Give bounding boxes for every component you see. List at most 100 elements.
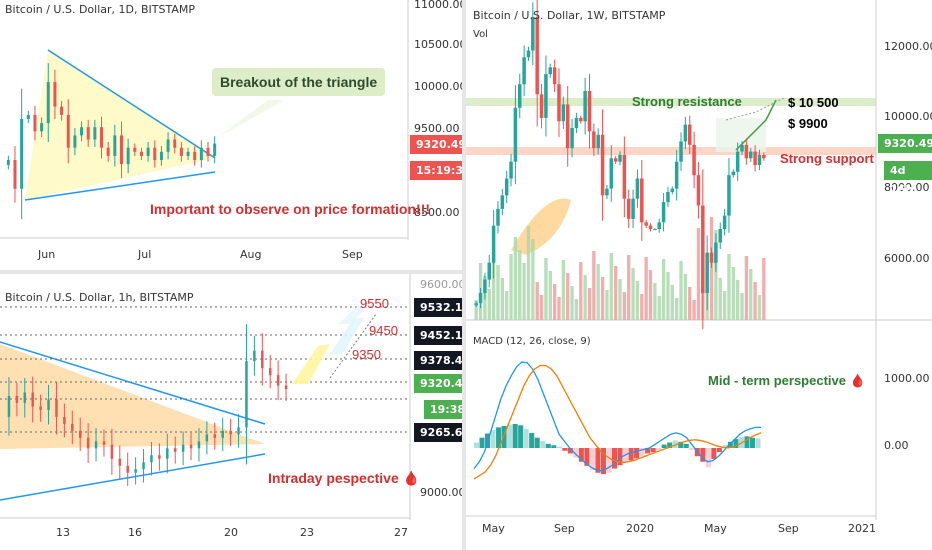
x-tick: Jun — [38, 248, 56, 261]
weekly-candle — [718, 229, 722, 243]
weekly-candle — [731, 171, 736, 176]
weekly-candle — [592, 131, 596, 149]
volume-bar — [744, 256, 749, 320]
resistance-label: Strong resistance — [632, 94, 742, 109]
weekly-candle — [557, 84, 561, 122]
y-tick: 10000.00 — [414, 80, 462, 93]
weekly-chart-panel[interactable]: Bitcoin / U.S. Dollar, 1W, BITSTAMP Vol … — [466, 0, 932, 550]
hourly-candle — [284, 385, 288, 390]
hourly-candle — [94, 441, 98, 449]
macd-histogram-bar — [479, 437, 485, 448]
target-1-label: $ 10 500 — [788, 95, 839, 110]
daily-candle — [206, 147, 210, 156]
weekly-candle — [683, 124, 688, 142]
volume-bar — [613, 266, 618, 320]
hourly-chart-svg[interactable] — [0, 274, 462, 550]
weekly-candle — [648, 225, 653, 230]
daily-candle — [53, 82, 57, 107]
daily-candle — [213, 143, 217, 156]
weekly-candle — [509, 161, 513, 179]
volume-bar — [740, 293, 744, 320]
daily-candle — [126, 147, 130, 165]
volume-bar — [762, 258, 766, 320]
macd-histogram-bar — [716, 448, 722, 453]
volume-bar — [592, 251, 596, 320]
weekly-candle — [744, 144, 749, 159]
volume-bar — [753, 282, 757, 320]
weekly-candle — [692, 144, 696, 176]
weekly-candle — [474, 303, 478, 306]
daily-candle — [33, 114, 37, 132]
macd-histogram-bar — [661, 444, 667, 448]
macd-histogram-bar — [501, 426, 507, 448]
volume-bar — [513, 237, 518, 320]
macd-histogram-bar — [689, 448, 695, 451]
weekly-candle — [583, 90, 587, 122]
macd-histogram-bar — [595, 448, 601, 473]
daily-chart-panel[interactable]: Bitcoin / U.S. Dollar, 1D, BITSTAMP 1100… — [0, 0, 462, 270]
weekly-candle — [531, 16, 535, 51]
hourly-candle — [86, 437, 90, 449]
volume-bar — [574, 299, 579, 320]
daily-candle — [106, 147, 110, 156]
macd-histogram-bar — [667, 442, 673, 448]
volume-bar — [496, 265, 500, 320]
volume-bar — [727, 254, 731, 320]
hourly-candle — [102, 441, 106, 445]
volume-bar — [544, 258, 548, 320]
weekly-chart-svg[interactable] — [466, 0, 932, 550]
triangle-lower-line — [24, 171, 216, 201]
weekly-candle — [526, 50, 531, 58]
macd-histogram-bar — [474, 442, 480, 448]
daily-candle — [186, 151, 190, 156]
volume-bar — [561, 260, 566, 320]
volume-bar — [609, 253, 613, 320]
hourly-candle — [55, 399, 58, 417]
volume-bar — [683, 274, 688, 320]
volume-bar — [635, 281, 640, 320]
triangle-upper-line — [47, 49, 216, 159]
level-badge: 9532.10 — [414, 298, 462, 317]
x-tick: 20 — [224, 526, 238, 539]
volume-bar — [661, 259, 666, 320]
daily-candle — [139, 151, 143, 156]
volume-bar — [722, 291, 727, 320]
macd-histogram-bar — [529, 432, 535, 448]
volume-bar — [731, 267, 735, 320]
daily-chart-svg[interactable] — [0, 0, 462, 270]
weekly-candle — [565, 104, 570, 149]
hourly-candle — [205, 434, 209, 442]
x-tick: 2021 — [848, 522, 876, 535]
macd-line — [473, 361, 761, 472]
x-tick: Aug — [240, 248, 262, 261]
volume-bar — [526, 226, 531, 320]
macd-histogram-bar — [705, 448, 711, 468]
weekly-candle — [644, 222, 648, 226]
price-badge: 9320.49 — [878, 134, 932, 153]
weekly-candle — [600, 134, 605, 196]
weekly-candle — [679, 141, 683, 162]
x-tick: Jul — [138, 248, 152, 261]
y-tick: 6000.00 — [884, 252, 930, 265]
weekly-candle — [701, 205, 705, 294]
hourly-candle — [78, 430, 82, 438]
macd-histogram-bar — [711, 448, 717, 459]
daily-candle — [193, 151, 197, 161]
volume-bar — [570, 286, 574, 320]
hourly-chart-panel[interactable]: Bitcoin / U.S. Dollar, 1h, BITSTAMP 9600… — [0, 274, 462, 550]
signal-line — [473, 364, 762, 480]
volume-bar — [474, 300, 478, 320]
x-tick: 23 — [300, 526, 314, 539]
macd-histogram-bar — [600, 448, 606, 475]
macd-histogram-bar — [617, 448, 623, 466]
price-badge: 9320.49 — [410, 135, 462, 154]
weekly-candle — [609, 158, 614, 189]
macd-histogram-bar — [645, 448, 651, 454]
projection-path — [329, 313, 377, 379]
projection-arrow — [330, 318, 364, 354]
macd-histogram-bar — [656, 448, 662, 451]
macd-label: MACD (12, 26, close, 9) — [473, 336, 591, 347]
macd-histogram-bar — [672, 440, 678, 448]
y-tick: 10000.00 — [884, 110, 932, 123]
weekly-candle — [587, 90, 592, 132]
